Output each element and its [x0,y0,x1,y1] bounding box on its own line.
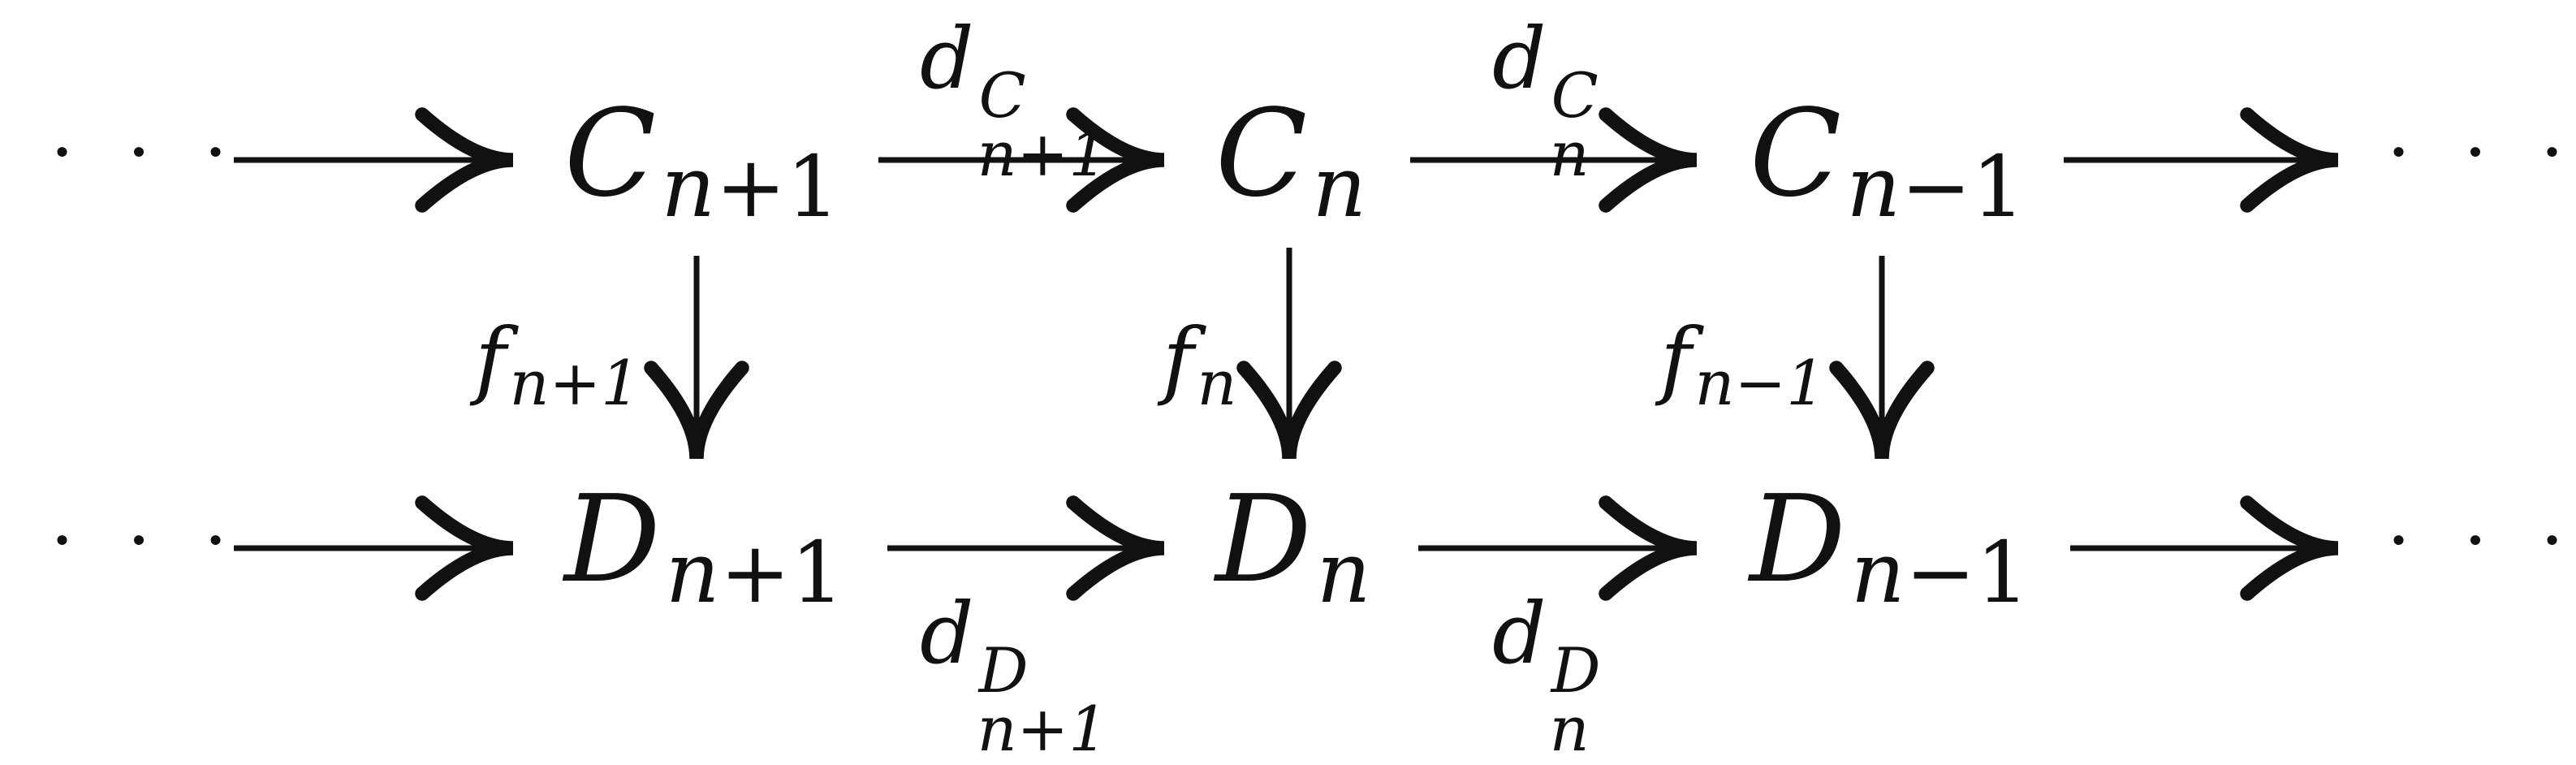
subscript-var: n [665,523,720,622]
commutative-diagram: · · · · · · · · · · · · Cn+1 Cn Cn−1 Dn+… [50,9,2576,760]
map-subscript: n [1549,118,1590,190]
top-right-ellipsis: · · · [2387,109,2576,196]
map-main-letter: f [475,309,507,408]
node-subscript: n−1 [1846,137,2025,236]
subscript-op: + [719,523,791,622]
node-subscript: n−1 [1851,523,2030,622]
node-main-letter: C [1215,84,1308,223]
map-superscript: C [978,59,1026,132]
map-subscript: n−1 [1694,347,1826,419]
top-left-ellipsis: · · · [50,109,243,196]
map-main-letter: f [1163,309,1194,408]
subscript-op: − [1905,523,1976,622]
map-label-f-n-plus-1: fn+1 [475,317,640,414]
subscript-var: n [1316,523,1371,622]
subscript-num: 1 [1975,523,2030,622]
node-main-letter: D [564,469,661,609]
node-main-letter: D [1750,469,1846,609]
subscript-var: n [661,137,716,236]
map-main-letter: f [1660,309,1692,408]
subscript-op: − [1901,137,1972,236]
map-label-f-n-minus-1: fn−1 [1660,317,1825,414]
bottom-left-ellipsis: · · · [50,497,243,584]
node-subscript: n [1312,137,1366,236]
subscript-var: n [1846,137,1901,236]
node-d-n: Dn [1215,479,1371,615]
subscript-num: 1 [1971,137,2026,236]
node-c-n-plus-1: Cn+1 [564,93,840,229]
node-main-letter: D [1215,469,1312,609]
subscript-op: + [715,137,787,236]
map-label-f-n: fn [1163,317,1236,414]
map-subscript: n [1197,347,1237,419]
node-main-letter: C [1750,84,1842,223]
node-subscript: n+1 [661,137,839,236]
node-main-letter: C [564,84,657,223]
node-c-n-minus-1: Cn−1 [1750,93,2026,229]
arrow-layer [234,107,2339,601]
node-d-n-minus-1: Dn−1 [1750,479,2030,615]
map-main-letter: d [1492,584,1547,683]
map-main-letter: d [1492,9,1547,108]
bottom-right-ellipsis: · · · [2387,497,2576,584]
node-subscript: n [1317,523,1371,622]
map-superscript: D [978,634,1029,707]
map-superscript: C [1551,59,1599,132]
node-d-n-plus-1: Dn+1 [564,479,844,615]
map-superscript: D [1551,634,1601,707]
map-main-letter: d [920,584,974,683]
node-c-n: Cn [1215,93,1366,229]
node-subscript: n+1 [666,523,844,622]
subscript-var: n [1850,523,1905,622]
subscript-var: n [1312,137,1367,236]
map-main-letter: d [920,9,974,108]
map-subscript: n+1 [509,347,641,419]
subscript-num: 1 [790,523,844,622]
subscript-num: 1 [786,137,840,236]
